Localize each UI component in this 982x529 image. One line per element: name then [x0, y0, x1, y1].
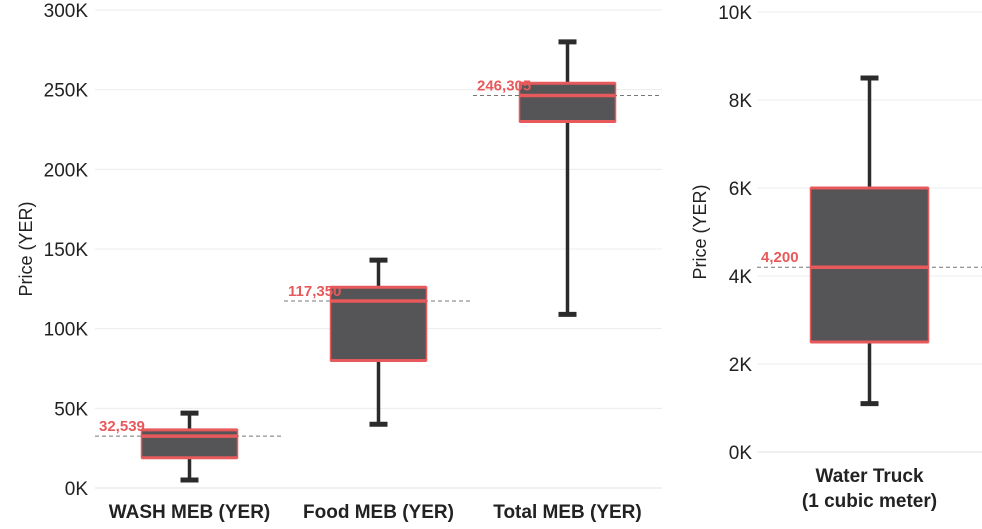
median-label: 117,350 — [288, 283, 341, 300]
y-tick-label: 0K — [729, 443, 753, 464]
y-tick-label: 300K — [44, 1, 89, 22]
chart-water-truck-price: 0K 2K 4K 6K 8K 10K Price (YER) 4,200 Water Truck… — [690, 3, 982, 512]
category-label-line: Food MEB (YER) — [303, 502, 454, 523]
box-1: 32,539 WASH MEB (YER) — [95, 410, 284, 523]
category-label: Total MEB (YER) — [493, 502, 641, 523]
category-label-line: WASH MEB (YER) — [109, 502, 271, 523]
y-tick-label: 4K — [729, 267, 753, 288]
box-body — [518, 82, 617, 123]
y-tick-label: 6K — [729, 179, 753, 200]
y-tick-label: 150K — [44, 240, 89, 261]
median-label: 32,539 — [99, 418, 145, 435]
y-tick-label: 8K — [729, 91, 753, 112]
y-tick-label: 10K — [718, 3, 752, 24]
y-axis-title: Price (YER) — [16, 201, 36, 296]
y-axis-title: Price (YER) — [690, 184, 710, 279]
category-label-line: (1 cubic meter) — [802, 491, 937, 512]
category-label: WASH MEB (YER) — [109, 502, 271, 523]
y-tick-label: 0K — [65, 479, 89, 500]
median-label: 246,305 — [477, 78, 531, 95]
category-label-line: Water Truck — [815, 466, 923, 487]
y-tick-label: 250K — [44, 81, 89, 102]
y-tick-label: 100K — [44, 320, 89, 341]
box-2: 117,350 Food MEB (YER) — [284, 257, 473, 523]
category-label-line: Total MEB (YER) — [493, 502, 641, 523]
category-label: Water Truck (1 cubic meter) — [802, 466, 937, 512]
box-body — [809, 187, 930, 343]
box-1: 4,200 Water Truck (1 cubic meter) — [757, 75, 982, 512]
y-tick-label: 200K — [44, 160, 89, 181]
box-body — [140, 429, 239, 459]
chart-meb-prices: 0K 50K 100K 150K 200K 250K 300K Price (YER) 32,5… — [16, 1, 662, 523]
box-3: 246,305 Total MEB (YER) — [473, 39, 662, 523]
box-body — [329, 286, 428, 362]
y-tick-label: 50K — [54, 399, 88, 420]
y-tick-label: 2K — [729, 355, 753, 376]
median-label: 4,200 — [761, 249, 799, 266]
category-label: Food MEB (YER) — [303, 502, 454, 523]
